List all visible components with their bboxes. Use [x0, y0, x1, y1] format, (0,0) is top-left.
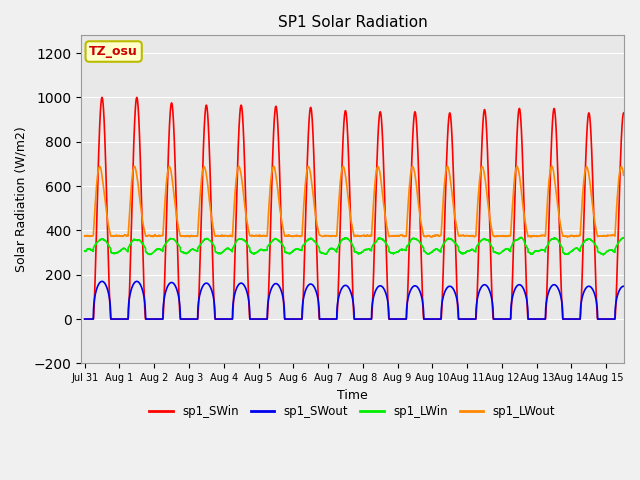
- sp1_LWin: [620, 235, 627, 240]
- sp1_LWin: [400, 247, 408, 252]
- sp1_LWout: [509, 192, 517, 198]
- sp1_LWin: [81, 248, 88, 254]
- sp1_SWout: [108, 316, 116, 322]
- sp1_SWout: [98, 278, 106, 284]
- sp1_SWout: [509, 292, 517, 298]
- sp1_SWout: [620, 283, 627, 289]
- sp1_LWout: [235, 163, 243, 169]
- sp1_LWin: [481, 237, 488, 242]
- sp1_LWin: [517, 235, 525, 240]
- Title: SP1 Solar Radiation: SP1 Solar Radiation: [278, 15, 428, 30]
- sp1_LWout: [276, 206, 284, 212]
- Line: sp1_LWin: sp1_LWin: [84, 238, 623, 255]
- sp1_SWout: [276, 285, 284, 290]
- Y-axis label: Solar Radiation (W/m2): Solar Radiation (W/m2): [15, 127, 28, 272]
- sp1_LWout: [108, 233, 116, 239]
- sp1_SWout: [81, 316, 88, 322]
- sp1_SWin: [108, 316, 116, 322]
- sp1_SWin: [81, 316, 88, 322]
- Line: sp1_SWin: sp1_SWin: [84, 97, 623, 319]
- sp1_SWin: [481, 107, 488, 113]
- sp1_SWout: [481, 282, 488, 288]
- sp1_LWin: [108, 250, 116, 256]
- Legend: sp1_SWin, sp1_SWout, sp1_LWin, sp1_LWout: sp1_SWin, sp1_SWout, sp1_LWin, sp1_LWout: [145, 401, 560, 423]
- sp1_LWout: [481, 171, 488, 177]
- sp1_SWin: [620, 110, 627, 116]
- sp1_LWout: [428, 234, 435, 240]
- sp1_SWin: [423, 316, 431, 322]
- Line: sp1_LWout: sp1_LWout: [84, 166, 623, 237]
- X-axis label: Time: Time: [337, 389, 368, 402]
- sp1_LWout: [423, 233, 431, 239]
- sp1_SWin: [509, 257, 517, 263]
- sp1_SWin: [98, 95, 106, 100]
- sp1_LWin: [509, 240, 517, 246]
- Line: sp1_SWout: sp1_SWout: [84, 281, 623, 319]
- sp1_SWin: [276, 176, 284, 182]
- sp1_LWout: [400, 233, 408, 239]
- sp1_LWin: [600, 252, 607, 258]
- sp1_LWin: [276, 239, 284, 244]
- sp1_LWin: [423, 251, 431, 256]
- sp1_SWout: [400, 316, 408, 322]
- sp1_SWout: [423, 316, 431, 322]
- sp1_LWout: [620, 172, 627, 178]
- Text: TZ_osu: TZ_osu: [90, 45, 138, 58]
- sp1_SWin: [400, 316, 408, 322]
- sp1_LWout: [81, 233, 88, 239]
